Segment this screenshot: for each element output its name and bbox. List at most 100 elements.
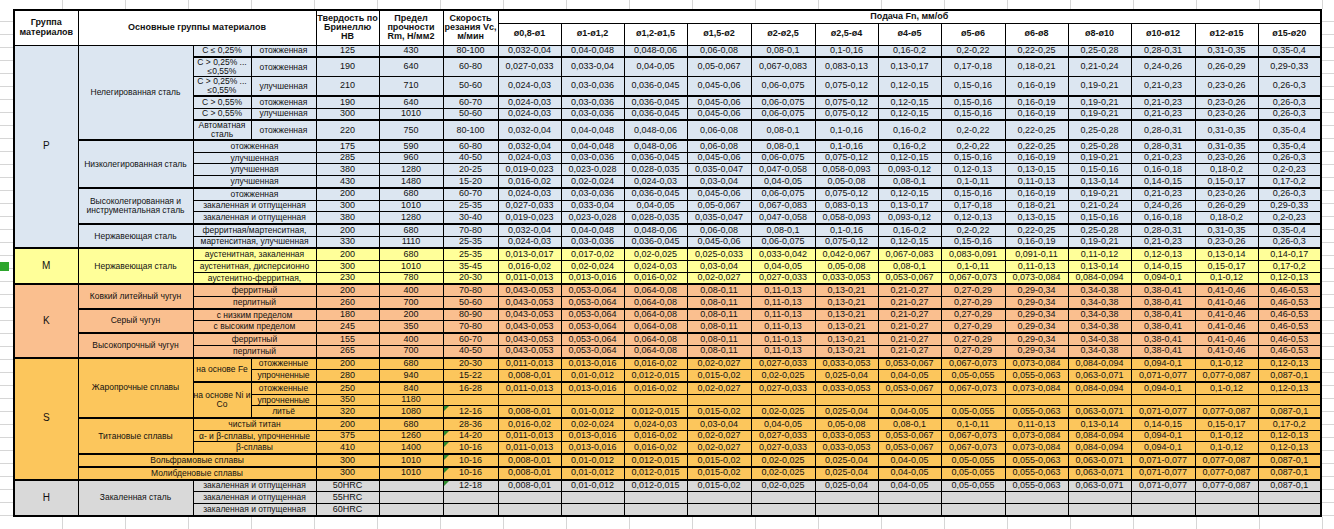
value-cell[interactable]: 0,084-0,094	[1068, 382, 1131, 394]
value-cell[interactable]: 0,26-0,3	[1258, 108, 1321, 120]
value-cell[interactable]: 0,1-0,11	[941, 260, 1005, 272]
value-cell[interactable]	[815, 492, 878, 504]
value-cell[interactable]: 0,02-0,024	[561, 260, 624, 272]
value-cell[interactable]: 0,13-0,21	[815, 345, 878, 357]
value-cell[interactable]: 0,024-0,03	[498, 108, 561, 120]
value-cell[interactable]: 940	[379, 370, 443, 382]
value-cell[interactable]: 700	[379, 297, 443, 309]
diameter-header-cell[interactable]: ø1,5-ø2	[687, 23, 751, 45]
material-label-cell[interactable]: Вольфрамовые сплавы	[78, 454, 316, 467]
value-cell[interactable]: 0,027-0,033	[751, 382, 815, 394]
value-cell[interactable]: 0,12-0,13	[1258, 358, 1321, 370]
value-cell[interactable]: 0,035-0,047	[687, 212, 751, 224]
header-feed[interactable]: Подача Fn, мм/об	[498, 10, 1321, 23]
value-cell[interactable]: 680	[379, 418, 443, 430]
value-cell[interactable]: 10-16	[443, 454, 498, 467]
value-cell[interactable]: 0,08-0,11	[687, 284, 751, 296]
value-cell[interactable]: 0,091-0,11	[1005, 248, 1068, 260]
value-cell[interactable]: 0,087-0,1	[1258, 454, 1321, 467]
value-cell[interactable]: 0,043-0,053	[498, 297, 561, 309]
value-cell[interactable]: 0,043-0,053	[498, 345, 561, 357]
value-cell[interactable]	[1005, 503, 1068, 516]
value-cell[interactable]: 0,084-0,094	[1068, 442, 1131, 454]
value-cell[interactable]: 0,05-0,067	[687, 57, 751, 76]
value-cell[interactable]: 0,053-0,067	[878, 430, 941, 442]
value-cell[interactable]: 0,19-0,21	[1068, 236, 1131, 248]
value-cell[interactable]: 0,12-0,15	[878, 108, 941, 120]
value-cell[interactable]: 60HRC	[316, 503, 379, 516]
value-cell[interactable]: 0,46-0,53	[1258, 297, 1321, 309]
value-cell[interactable]: 0,053-0,064	[561, 321, 624, 333]
value-cell[interactable]: 0,012-0,015	[624, 370, 687, 382]
value-cell[interactable]: 0,18-0,2	[1195, 164, 1258, 176]
value-cell[interactable]: 0,34-0,38	[1068, 309, 1131, 321]
value-cell[interactable]	[498, 394, 561, 406]
value-cell[interactable]: 0,21-0,27	[878, 321, 941, 333]
value-cell[interactable]: 0,063-0,071	[1068, 454, 1131, 467]
value-cell[interactable]: 0,083-0,091	[941, 248, 1005, 260]
value-cell[interactable]: 0,16-0,19	[1005, 108, 1068, 120]
value-cell[interactable]: 0,1-0,16	[815, 45, 878, 57]
value-cell[interactable]: 0,08-0,1	[751, 120, 815, 140]
value-cell[interactable]: 200	[379, 309, 443, 321]
value-cell[interactable]: 0,46-0,53	[1258, 321, 1321, 333]
value-cell[interactable]: 0,013-0,017	[498, 248, 561, 260]
group-letter-cell[interactable]: P	[14, 45, 78, 248]
value-cell[interactable]: 0,084-0,094	[1068, 430, 1131, 442]
material-label-cell[interactable]: улучшенная	[193, 152, 316, 164]
value-cell[interactable]: 0,075-0,12	[815, 108, 878, 120]
value-cell[interactable]: 0,02-0,025	[751, 406, 815, 418]
value-cell[interactable]: 0,055-0,063	[1005, 480, 1068, 492]
material-label-cell[interactable]: отожженные	[251, 382, 316, 394]
value-cell[interactable]: 0,15-0,17	[1195, 260, 1258, 272]
value-cell[interactable]: 0,008-0,01	[498, 406, 561, 418]
value-cell[interactable]: 0,094-0,1	[1131, 382, 1195, 394]
value-cell[interactable]: 0,19-0,21	[1068, 108, 1131, 120]
material-label-cell[interactable]: Автоматная сталь	[193, 120, 251, 140]
value-cell[interactable]: 0,26-0,29	[1195, 200, 1258, 212]
value-cell[interactable]: 0,15-0,16	[941, 108, 1005, 120]
value-cell[interactable]: 0,13-0,17	[878, 200, 941, 212]
material-label-cell[interactable]: на основе Fe	[193, 358, 251, 382]
value-cell[interactable]: 0,26-0,3	[1258, 152, 1321, 164]
value-cell[interactable]	[498, 503, 561, 516]
value-cell[interactable]: 0,29-0,33	[1258, 57, 1321, 76]
value-cell[interactable]: 0,15-0,16	[1068, 212, 1131, 224]
empty-cells-right[interactable]	[1320, 9, 1334, 517]
value-cell[interactable]: 0,094-0,1	[1131, 272, 1195, 284]
value-cell[interactable]: 430	[379, 45, 443, 57]
material-label-cell[interactable]: Нержавеющая сталь	[78, 224, 193, 248]
value-cell[interactable]: 0,033-0,042	[751, 248, 815, 260]
value-cell[interactable]: 0,31-0,35	[1195, 140, 1258, 152]
value-cell[interactable]: 1180	[379, 394, 443, 406]
value-cell[interactable]: 40-50	[443, 345, 498, 357]
value-cell[interactable]: 0,024-0,03	[498, 188, 561, 200]
value-cell[interactable]	[379, 480, 443, 492]
diameter-header-cell[interactable]: ø2-ø2,5	[751, 23, 815, 45]
value-cell[interactable]: 0,13-0,15	[1005, 164, 1068, 176]
diameter-header-cell[interactable]: ø4-ø5	[878, 23, 941, 45]
value-cell[interactable]: 0,05-0,08	[815, 260, 878, 272]
value-cell[interactable]: 0,053-0,064	[561, 284, 624, 296]
value-cell[interactable]: 0,032-0,04	[498, 140, 561, 152]
value-cell[interactable]: 0,04-0,05	[878, 406, 941, 418]
value-cell[interactable]: 0,27-0,29	[941, 333, 1005, 345]
value-cell[interactable]: 0,033-0,053	[815, 430, 878, 442]
value-cell[interactable]: 0,08-0,11	[687, 309, 751, 321]
value-cell[interactable]: 0,02-0,027	[687, 382, 751, 394]
value-cell[interactable]: 0,04-0,048	[561, 120, 624, 140]
value-cell[interactable]: 0,1-0,16	[815, 224, 878, 236]
value-cell[interactable]: 0,019-0,023	[498, 212, 561, 224]
value-cell[interactable]: 0,013-0,016	[561, 442, 624, 454]
value-cell[interactable]: 1010	[379, 467, 443, 480]
material-label-cell[interactable]: Высокопрочный чугун	[78, 333, 193, 357]
value-cell[interactable]: 0,024-0,03	[498, 152, 561, 164]
material-label-cell[interactable]: β-сплавы	[193, 442, 316, 454]
value-cell[interactable]: 0,25-0,28	[1068, 120, 1131, 140]
value-cell[interactable]: 0,41-0,46	[1195, 309, 1258, 321]
value-cell[interactable]: 0,08-0,1	[878, 418, 941, 430]
group-letter-cell[interactable]: K	[14, 284, 78, 357]
value-cell[interactable]: 0,13-0,21	[815, 297, 878, 309]
value-cell[interactable]: 0,29-0,34	[1005, 309, 1068, 321]
value-cell[interactable]: 0,016-0,02	[498, 260, 561, 272]
